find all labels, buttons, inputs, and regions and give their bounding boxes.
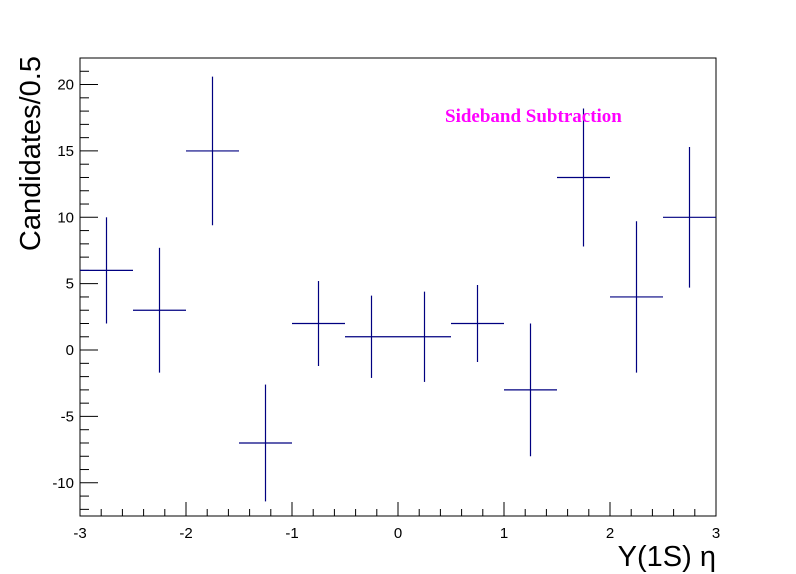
y-tick-label: 5	[66, 276, 74, 293]
y-axis: -10 -5 0 5 10 15 20	[52, 57, 98, 510]
data-series	[80, 76, 716, 502]
data-point	[610, 221, 663, 373]
data-point	[80, 217, 133, 324]
x-tick-label: 1	[500, 525, 508, 542]
y-tick-label: -10	[52, 475, 74, 492]
x-axis: -3 -2 -1 0 1 2 3	[73, 502, 720, 542]
x-tick-label: -3	[73, 525, 86, 542]
data-point	[345, 295, 398, 378]
y-tick-label: -5	[61, 408, 74, 425]
data-point	[292, 281, 345, 366]
y-tick-label: 10	[57, 209, 74, 226]
x-tick-label: 0	[394, 525, 402, 542]
x-axis-title: Υ(1S) η	[618, 541, 716, 573]
data-point	[557, 108, 610, 247]
data-point	[398, 291, 451, 382]
data-point	[504, 323, 557, 457]
x-tick-label: -1	[285, 525, 298, 542]
x-tick-label: 2	[606, 525, 614, 542]
data-point	[663, 146, 716, 288]
x-tick-label: -2	[179, 525, 192, 542]
y-tick-label: 0	[66, 342, 74, 359]
annotation-text: Sideband Subtraction	[445, 106, 622, 127]
data-point	[133, 247, 186, 373]
data-point	[239, 384, 292, 502]
x-tick-label: 3	[712, 525, 720, 542]
y-tick-label: 20	[57, 77, 74, 94]
data-point	[451, 285, 504, 363]
y-tick-label: 15	[57, 143, 74, 160]
y-axis-title: Candidates/0.5	[15, 56, 47, 251]
data-point	[186, 76, 239, 226]
